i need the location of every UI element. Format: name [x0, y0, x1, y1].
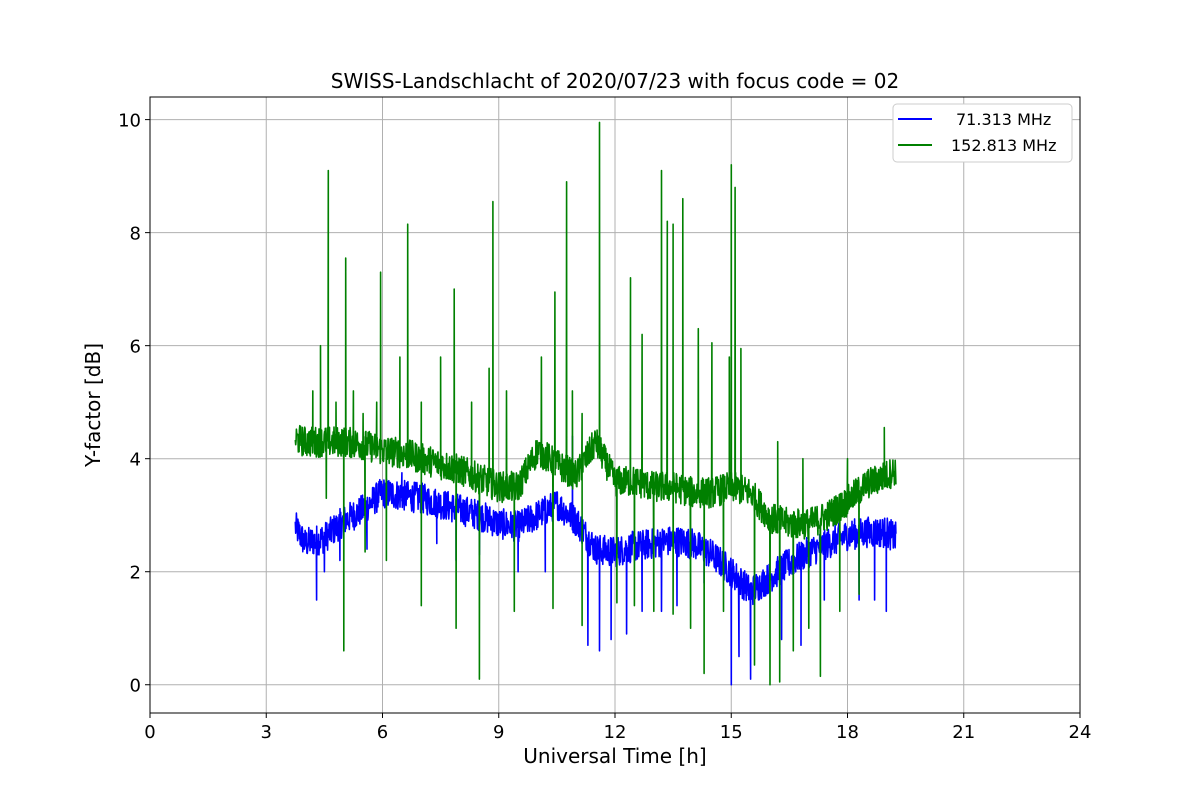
y-tick-label: 0 [130, 676, 141, 697]
chart-title: SWISS-Landschlacht of 2020/07/23 with fo… [331, 69, 899, 93]
x-tick-label: 21 [952, 722, 975, 743]
y-axis-label: Y-factor [dB] [81, 343, 105, 468]
plot-lines [294, 121, 897, 686]
x-tick-label: 18 [836, 722, 859, 743]
x-tick-label: 0 [144, 722, 155, 743]
y-tick-label: 4 [130, 450, 141, 471]
legend-label-152mhz: 152.813 MHz [951, 136, 1056, 155]
x-tick-label: 15 [720, 722, 743, 743]
y-tick-label: 2 [130, 563, 141, 584]
x-tick-label: 9 [493, 722, 504, 743]
x-axis-ticks: 0 3 6 9 12 15 18 21 24 [144, 713, 1091, 743]
y-tick-label: 6 [130, 337, 141, 358]
x-tick-label: 3 [261, 722, 272, 743]
legend-label-71mhz: 71.313 MHz [956, 110, 1051, 129]
series-line-71mhz [294, 435, 897, 686]
x-tick-label: 6 [377, 722, 388, 743]
y-tick-label: 10 [118, 111, 141, 132]
y-axis-ticks: 0 2 4 6 8 10 [118, 111, 150, 697]
series-line-152mhz [294, 121, 897, 686]
legend-box [892, 103, 1073, 163]
x-axis-label: Universal Time [h] [523, 744, 706, 768]
x-tick-label: 12 [604, 722, 627, 743]
y-tick-label: 8 [130, 224, 141, 245]
legend: 71.313 MHz 152.813 MHz [892, 103, 1073, 163]
grid-lines [150, 97, 1080, 713]
x-tick-label: 24 [1069, 722, 1092, 743]
